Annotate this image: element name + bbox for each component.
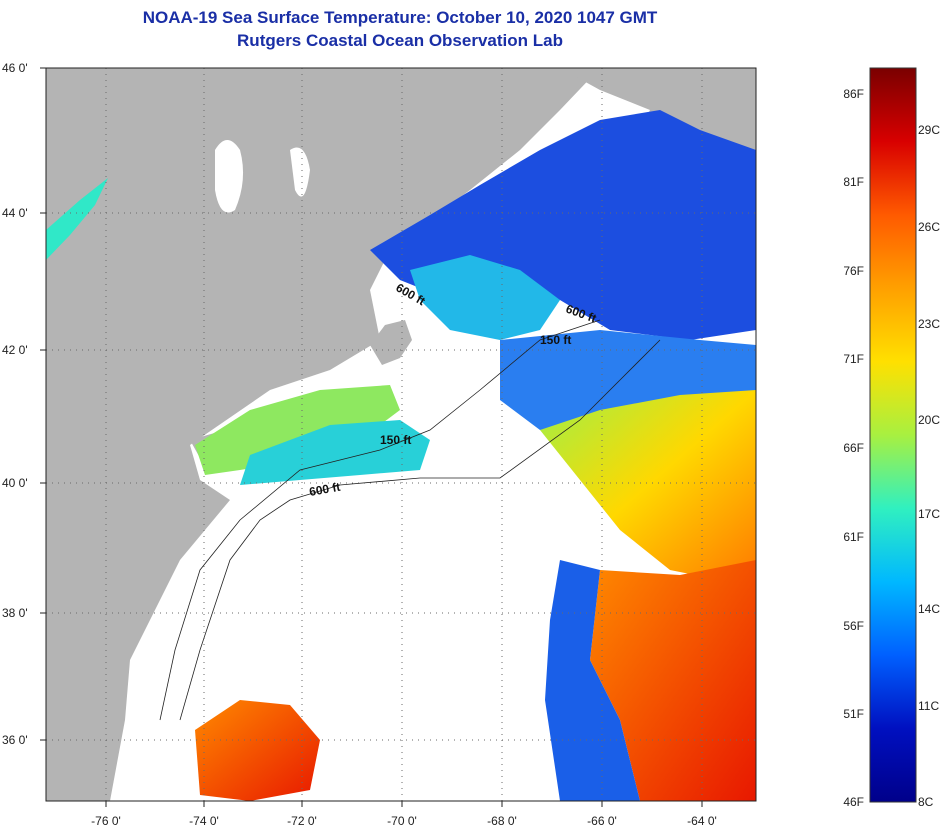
lon-label: -76 0': [91, 814, 121, 828]
lon-label: -64 0': [687, 814, 717, 828]
colorbar-c-label: 26C: [918, 220, 940, 234]
colorbar-c-label: 11C: [918, 699, 939, 713]
colorbar-f-label: 46F: [843, 795, 864, 809]
lon-label: -74 0': [189, 814, 219, 828]
contour-label: 150 ft: [540, 333, 571, 347]
lat-label: 38 0': [2, 606, 28, 620]
isobath-150ft: [159, 319, 601, 721]
lat-label: 46 0': [2, 61, 28, 75]
map-title: NOAA-19 Sea Surface Temperature: October…: [142, 8, 658, 27]
colorbar-f-label: 76F: [843, 264, 864, 278]
latitude-labels: 46 0' 44 0' 42 0' 40 0' 38 0' 36 0': [2, 61, 28, 747]
colorbar-f-label: 51F: [843, 707, 864, 721]
sst-gulf-stream: [590, 560, 756, 801]
cloud-patch: [215, 140, 244, 213]
grid-lines: [46, 68, 756, 801]
contour-label: 600 ft: [308, 480, 341, 499]
colorbar-c-label: 29C: [918, 123, 940, 137]
lon-label: -66 0': [587, 814, 617, 828]
colorbar-c-label: 14C: [918, 602, 940, 616]
map-subtitle: Rutgers Coastal Ocean Observation Lab: [237, 31, 563, 50]
lat-label: 36 0': [2, 733, 28, 747]
sst-shelf-green: [195, 385, 400, 475]
colorbar-c-label: 8C: [918, 795, 934, 809]
colorbar-f-label: 86F: [843, 87, 864, 101]
lat-label: 40 0': [2, 476, 28, 490]
land-mainland: [46, 68, 600, 801]
sst-warm-core: [540, 390, 756, 580]
map-panel: 600 ft 600 ft 150 ft 150 ft 600 ft 46 0'…: [2, 61, 757, 828]
sst-data: [46, 110, 756, 801]
lat-label: 44 0': [2, 206, 28, 220]
colorbar-f-label: 56F: [843, 619, 864, 633]
colorbar-gradient: [869, 67, 917, 803]
contour-label: 150 ft: [380, 433, 411, 447]
isobath-600ft: [179, 339, 661, 721]
colorbar-f-label: 81F: [843, 175, 864, 189]
colorbar-c-labels: 29C 26C 23C 20C 17C 14C 11C 8C: [918, 123, 940, 809]
sst-offshore-blue: [545, 560, 640, 801]
colorbar-c-label: 20C: [918, 413, 940, 427]
colorbar: 86F 81F 76F 71F 66F 61F 56F 51F 46F 29C …: [843, 67, 940, 809]
sst-shelf-cyan: [240, 420, 430, 485]
colorbar-f-labels: 86F 81F 76F 71F 66F 61F 56F 51F 46F: [843, 87, 864, 809]
sst-gulf-maine-cyan: [410, 255, 560, 340]
lon-label: -68 0': [487, 814, 517, 828]
land-cape-cod: [370, 320, 412, 365]
colorbar-c-label: 17C: [918, 507, 940, 521]
colorbar-f-label: 61F: [843, 530, 864, 544]
isobath-contours: [159, 319, 661, 721]
colorbar-f-label: 66F: [843, 441, 864, 455]
longitude-labels: -76 0' -74 0' -72 0' -70 0' -68 0' -66 0…: [91, 814, 717, 828]
cloud-patch: [290, 147, 310, 197]
lon-label: -72 0': [287, 814, 317, 828]
sst-slope-blue: [500, 330, 756, 430]
map-frame: [45, 67, 757, 802]
colorbar-c-label: 23C: [918, 317, 940, 331]
lon-label: -70 0': [387, 814, 417, 828]
sst-southern-warm: [195, 700, 320, 801]
sst-nw-lake-cyan: [46, 178, 108, 260]
tick-marks: [40, 67, 703, 807]
colorbar-f-label: 71F: [843, 352, 864, 366]
lat-label: 42 0': [2, 343, 28, 357]
